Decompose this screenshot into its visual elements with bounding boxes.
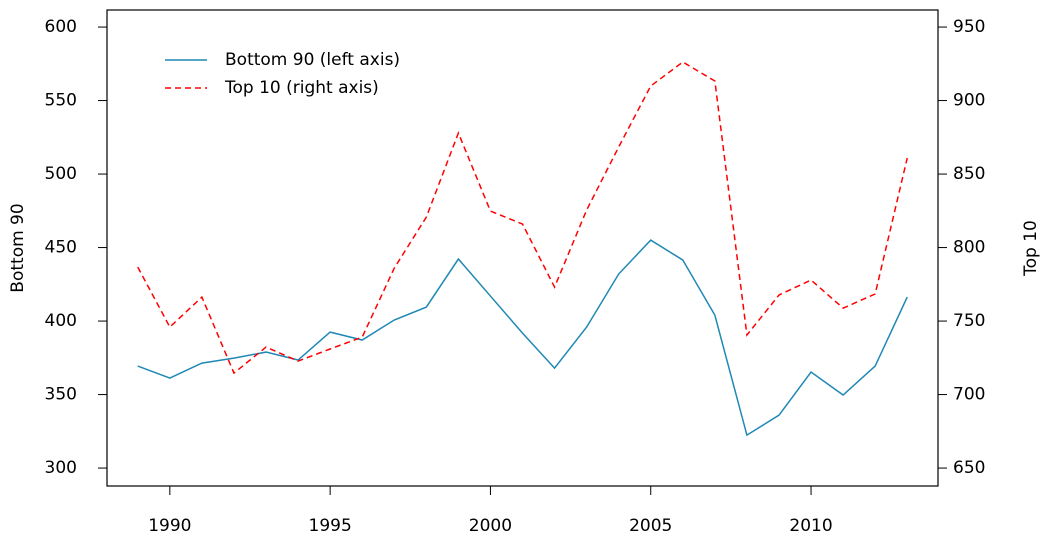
x-tick-label: 2005 (629, 516, 672, 536)
y2-tick-label: 950 (953, 17, 985, 37)
legend-label: Top 10 (right axis) (224, 78, 379, 98)
y2-tick-label: 900 (953, 91, 985, 111)
y-tick-label: 550 (45, 91, 77, 111)
y-tick-label: 400 (45, 311, 77, 331)
series-line (137, 61, 908, 375)
y2-tick-label: 650 (953, 458, 985, 478)
y-tick-label: 500 (45, 164, 77, 184)
y2-tick-label: 750 (953, 311, 985, 331)
y-tick-label: 300 (45, 458, 77, 478)
y2-tick-label: 700 (953, 385, 985, 405)
x-tick-label: 2000 (469, 516, 512, 536)
y-tick-label: 350 (45, 385, 77, 405)
x-tick-label: 1990 (148, 516, 191, 536)
y2-tick-label: 800 (953, 238, 985, 258)
y2-axis-title: Top 10 (1021, 220, 1041, 277)
y-tick-label: 600 (45, 17, 77, 37)
x-tick-label: 1995 (309, 516, 352, 536)
y-axis-title: Bottom 90 (8, 203, 28, 292)
y2-tick-label: 850 (953, 164, 985, 184)
x-tick-label: 2010 (789, 516, 832, 536)
series-line (137, 239, 908, 437)
y-tick-label: 450 (45, 238, 77, 258)
legend-label: Bottom 90 (left axis) (225, 50, 400, 70)
